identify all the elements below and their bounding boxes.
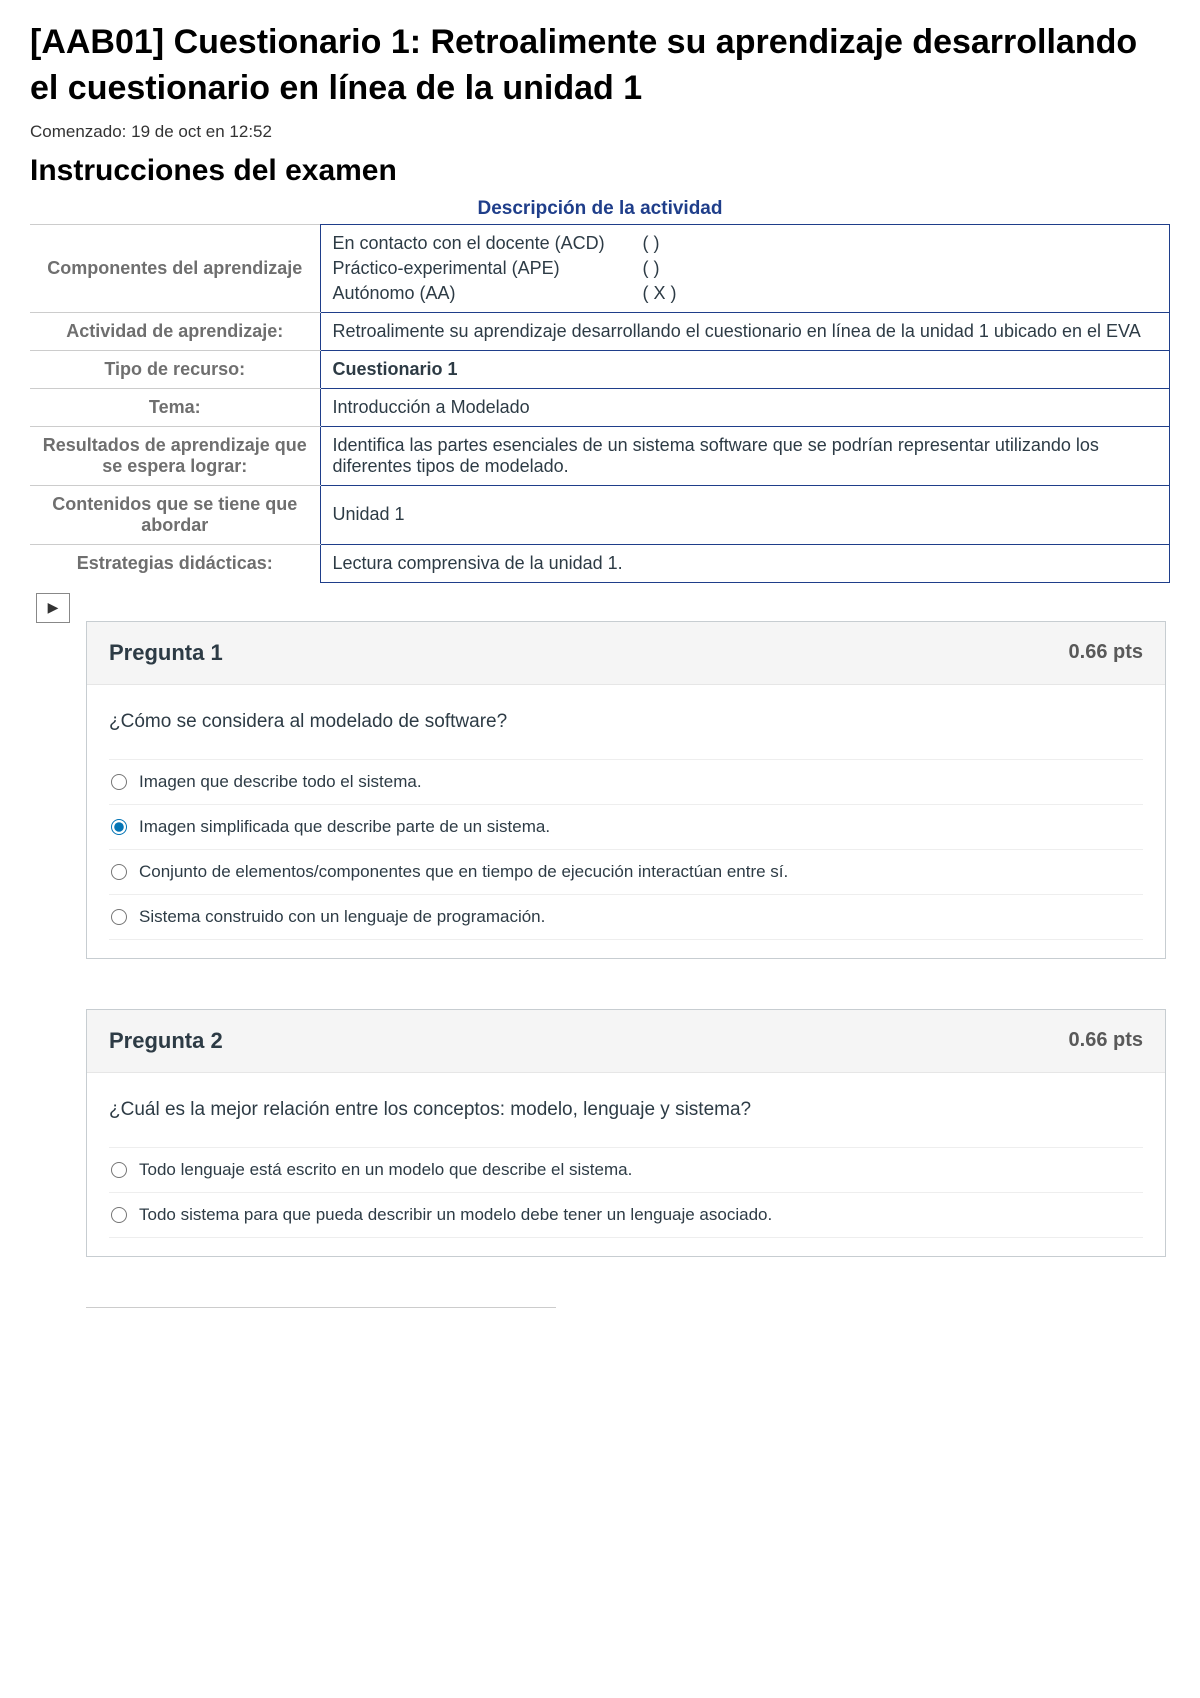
answer-radio[interactable]	[111, 774, 127, 790]
table-label: Estrategias didácticas:	[30, 544, 320, 582]
question-card: Pregunta 1 0.66 pts ¿Cómo se considera al …	[86, 621, 1166, 959]
question-header: Pregunta 2 0.66 pts	[87, 1010, 1165, 1073]
answer-text: Sistema construido con un lenguaje de pr…	[139, 907, 545, 927]
component-mark: ( )	[643, 258, 713, 279]
page-title: [AAB01] Cuestionario 1: Retroalimente su…	[30, 20, 1170, 112]
question-text: ¿Cuál es la mejor relación entre los con…	[109, 1099, 1143, 1121]
answer-radio[interactable]	[111, 1207, 127, 1223]
question-points: 0.66 pts	[1069, 1029, 1143, 1052]
answer-text: Conjunto de elementos/componentes que en…	[139, 862, 788, 882]
answer-option[interactable]: Imagen simplificada que describe parte d…	[109, 804, 1143, 849]
table-value: Identifica las partes esenciales de un s…	[320, 426, 1170, 485]
table-label: Tema:	[30, 388, 320, 426]
question-header: Pregunta 1 0.66 pts	[87, 622, 1165, 685]
question-card: Pregunta 2 0.66 pts ¿Cuál es la mejor rela…	[86, 1009, 1166, 1257]
question-number: Pregunta 1	[109, 640, 223, 666]
table-value: Lectura comprensiva de la unidad 1.	[320, 544, 1170, 582]
answer-option[interactable]: Todo sistema para que pueda describir un…	[109, 1192, 1143, 1238]
table-value: Retroalimente su aprendizaje desarrollan…	[320, 312, 1170, 350]
table-label: Tipo de recurso:	[30, 350, 320, 388]
question-number: Pregunta 2	[109, 1028, 223, 1054]
table-value: En contacto con el docente (ACD)( )Práct…	[320, 224, 1170, 312]
answer-radio[interactable]	[111, 819, 127, 835]
footer-divider	[86, 1307, 556, 1308]
component-name: En contacto con el docente (ACD)	[333, 233, 643, 254]
table-value: Cuestionario 1	[320, 350, 1170, 388]
flag-button[interactable]: ▶	[36, 593, 70, 623]
activity-caption: Descripción de la actividad	[30, 198, 1170, 220]
question-text: ¿Cómo se considera al modelado de softwa…	[109, 711, 1143, 733]
answer-option[interactable]: Imagen que describe todo el sistema.	[109, 759, 1143, 804]
table-label: Contenidos que se tiene que abordar	[30, 485, 320, 544]
answer-radio[interactable]	[111, 1162, 127, 1178]
table-label: Resultados de aprendizaje que se espera …	[30, 426, 320, 485]
component-name: Autónomo (AA)	[333, 283, 643, 304]
answer-option[interactable]: Sistema construido con un lenguaje de pr…	[109, 894, 1143, 940]
table-value: Introducción a Modelado	[320, 388, 1170, 426]
table-label: Componentes del aprendizaje	[30, 224, 320, 312]
answer-radio[interactable]	[111, 864, 127, 880]
instructions-heading: Instrucciones del examen	[30, 154, 1170, 188]
component-name: Práctico-experimental (APE)	[333, 258, 643, 279]
question-body: ¿Cuál es la mejor relación entre los con…	[87, 1073, 1165, 1256]
question-points: 0.66 pts	[1069, 641, 1143, 664]
answer-radio[interactable]	[111, 909, 127, 925]
answer-text: Todo lenguaje está escrito en un modelo …	[139, 1160, 632, 1180]
table-label: Actividad de aprendizaje:	[30, 312, 320, 350]
answer-text: Imagen simplificada que describe parte d…	[139, 817, 550, 837]
question-body: ¿Cómo se considera al modelado de softwa…	[87, 685, 1165, 958]
answer-text: Imagen que describe todo el sistema.	[139, 772, 422, 792]
flag-icon: ▶	[48, 599, 59, 616]
answer-option[interactable]: Conjunto de elementos/componentes que en…	[109, 849, 1143, 894]
table-value: Unidad 1	[320, 485, 1170, 544]
component-mark: ( )	[643, 233, 713, 254]
answer-text: Todo sistema para que pueda describir un…	[139, 1205, 772, 1225]
started-at: Comenzado: 19 de oct en 12:52	[30, 122, 1170, 142]
component-mark: ( X )	[643, 283, 713, 304]
activity-description-table: Componentes del aprendizajeEn contacto c…	[30, 224, 1170, 583]
answer-option[interactable]: Todo lenguaje está escrito en un modelo …	[109, 1147, 1143, 1192]
